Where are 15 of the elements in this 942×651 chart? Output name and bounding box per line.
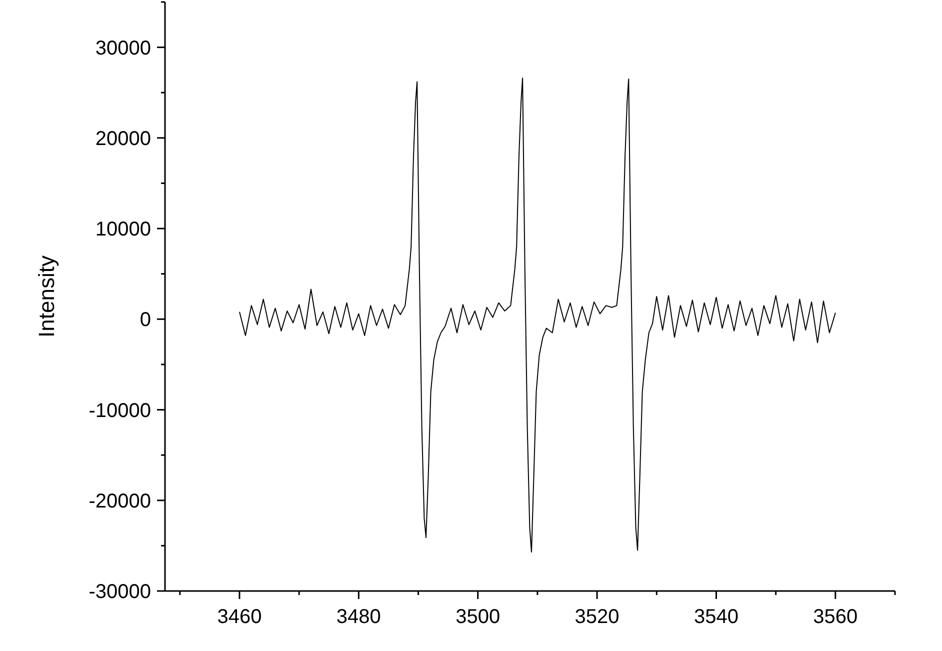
- x-tick-label: 3460: [217, 606, 262, 628]
- y-tick-label: 0: [140, 309, 151, 332]
- y-tick-label: 20000: [95, 128, 151, 150]
- y-tick-label: -30000: [88, 581, 151, 603]
- x-tick-label: 3500: [456, 606, 500, 628]
- x-tick-label: 3480: [336, 606, 381, 628]
- y-tick-label: -10000: [88, 400, 151, 422]
- y-axis-title: Intensity: [34, 256, 59, 338]
- line-series: [238, 78, 836, 553]
- x-tick-label: 3540: [694, 606, 738, 628]
- x-tick-label: 3520: [574, 606, 620, 628]
- x-tick-label: 3560: [813, 606, 858, 628]
- y-tick-label: 10000: [95, 218, 151, 241]
- y-tick-label: 30000: [95, 37, 151, 60]
- y-tick-label: -20000: [88, 490, 151, 512]
